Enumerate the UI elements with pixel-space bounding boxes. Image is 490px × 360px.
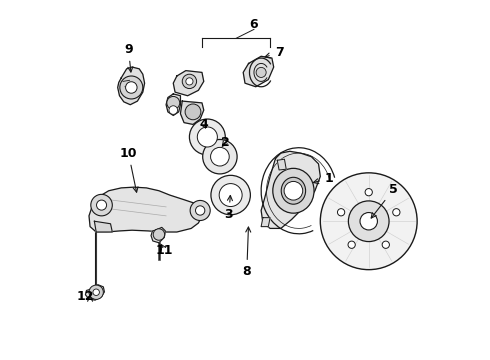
Polygon shape — [151, 227, 166, 243]
Polygon shape — [277, 159, 286, 170]
Polygon shape — [261, 151, 320, 228]
Text: 4: 4 — [199, 118, 208, 131]
Polygon shape — [95, 221, 112, 232]
Text: 2: 2 — [221, 136, 230, 149]
Circle shape — [153, 229, 165, 240]
Text: 1: 1 — [314, 172, 334, 185]
Polygon shape — [166, 94, 180, 116]
Circle shape — [211, 147, 229, 166]
Circle shape — [120, 76, 143, 99]
Polygon shape — [243, 56, 274, 87]
Circle shape — [348, 201, 389, 242]
Circle shape — [284, 181, 303, 200]
Text: 8: 8 — [243, 227, 251, 278]
Circle shape — [365, 189, 372, 196]
Circle shape — [93, 289, 99, 296]
Circle shape — [320, 173, 417, 270]
Polygon shape — [89, 187, 202, 232]
Circle shape — [185, 104, 201, 120]
Polygon shape — [85, 285, 104, 300]
Circle shape — [97, 200, 107, 210]
Polygon shape — [180, 101, 204, 125]
Polygon shape — [261, 218, 270, 226]
Text: 10: 10 — [120, 147, 138, 192]
Circle shape — [219, 184, 242, 207]
Circle shape — [167, 96, 180, 109]
Text: 7: 7 — [265, 46, 283, 59]
Circle shape — [190, 119, 225, 155]
Circle shape — [256, 67, 266, 77]
Ellipse shape — [281, 177, 306, 204]
Ellipse shape — [273, 168, 314, 213]
Circle shape — [182, 74, 196, 89]
Circle shape — [186, 78, 193, 85]
Circle shape — [338, 209, 345, 216]
Circle shape — [125, 82, 137, 93]
Polygon shape — [118, 67, 145, 105]
Circle shape — [360, 212, 377, 230]
Text: 12: 12 — [76, 290, 94, 303]
Circle shape — [392, 209, 400, 216]
Text: 5: 5 — [371, 183, 398, 218]
Text: 6: 6 — [249, 18, 258, 31]
Circle shape — [348, 241, 355, 248]
Circle shape — [211, 175, 250, 215]
Polygon shape — [173, 71, 204, 96]
Circle shape — [203, 139, 237, 174]
Circle shape — [382, 241, 390, 248]
Circle shape — [197, 127, 218, 147]
Circle shape — [190, 201, 210, 221]
Circle shape — [89, 285, 103, 300]
Text: 3: 3 — [224, 195, 233, 221]
Text: 9: 9 — [124, 43, 133, 72]
Text: 11: 11 — [155, 243, 173, 257]
Circle shape — [196, 206, 205, 215]
Circle shape — [91, 194, 112, 216]
Circle shape — [169, 106, 177, 114]
